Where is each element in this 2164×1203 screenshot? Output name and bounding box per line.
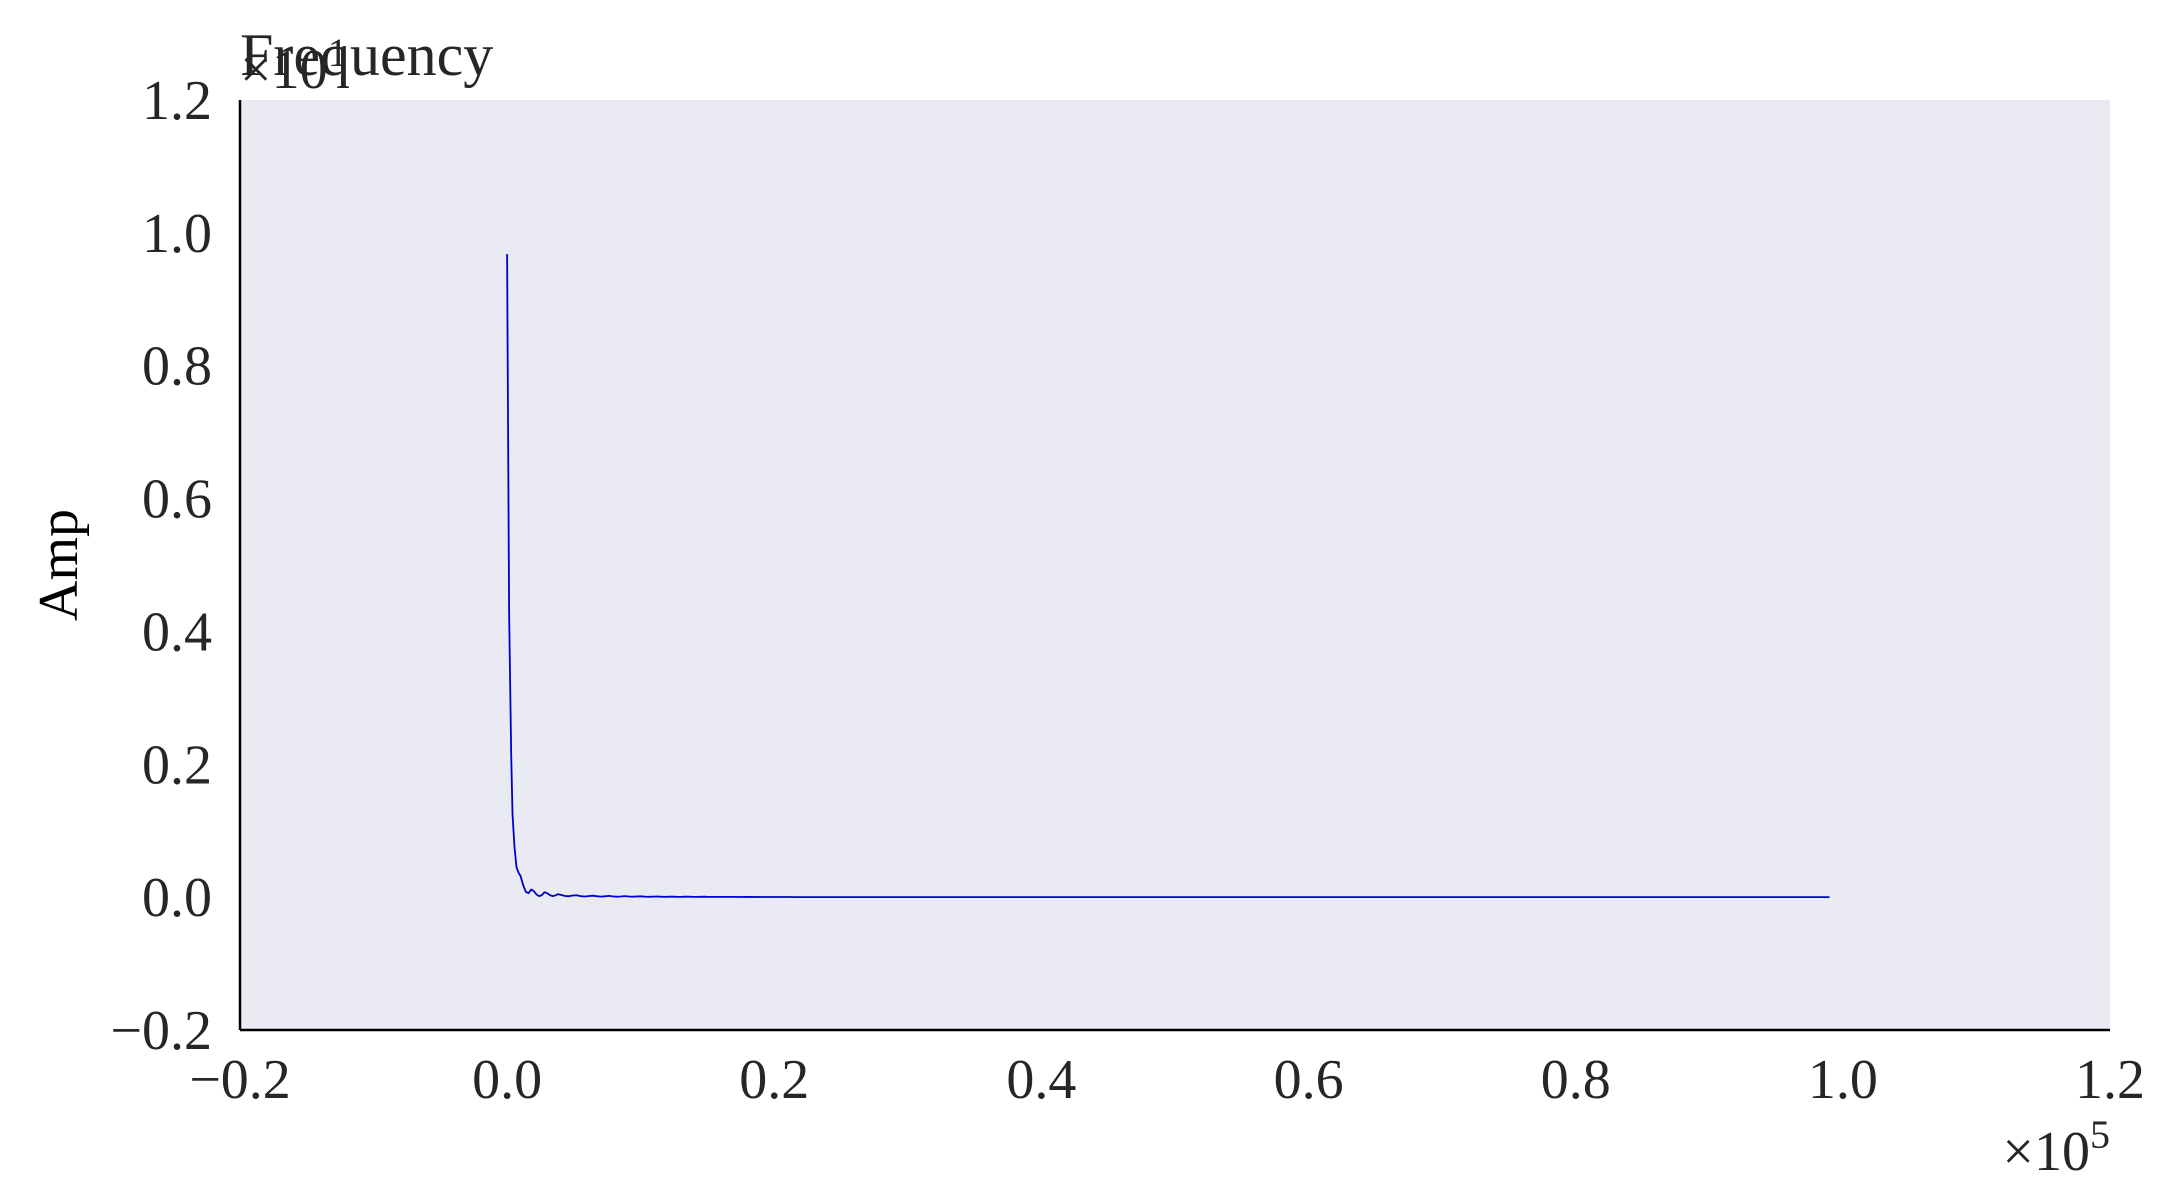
chart-title: Frequency (240, 22, 493, 88)
y-axis-ticks: −0.2 0.0 0.2 0.4 0.6 0.8 1.0 1.2 (110, 70, 212, 1062)
y-tick-label: 0.6 (142, 469, 212, 531)
y-tick-label: 1.2 (142, 70, 212, 132)
series-group (506, 254, 1830, 898)
x-offset-exponent: 5 (2090, 1112, 2110, 1157)
series-line (506, 254, 1830, 898)
y-tick-label: 0.2 (142, 734, 212, 796)
y-tick-label: 0.4 (142, 601, 212, 663)
x-tick-label: 0.0 (472, 1049, 542, 1111)
y-offset-base: ×10 (240, 39, 328, 101)
x-tick-label: 1.2 (2075, 1049, 2145, 1111)
x-tick-label: 0.8 (1541, 1049, 1611, 1111)
y-tick-label: 1.0 (142, 203, 212, 265)
x-axis-ticks: −0.2 0.0 0.2 0.4 0.6 0.8 1.0 1.2 (189, 1049, 2145, 1111)
plot-area (240, 100, 2110, 1030)
y-tick-label: −0.2 (110, 1000, 212, 1062)
x-axis-offset-label: ×105 (2002, 1112, 2110, 1183)
y-offset-exponent: 1 (328, 30, 348, 75)
y-tick-label: 0.0 (142, 867, 212, 929)
x-tick-label: 0.6 (1274, 1049, 1344, 1111)
y-axis-offset-label: ×101 (240, 30, 348, 101)
x-offset-base: ×10 (2002, 1121, 2090, 1183)
y-axis-label: Amp (28, 509, 90, 621)
x-tick-label: −0.2 (189, 1049, 291, 1111)
x-tick-label: 1.0 (1808, 1049, 1878, 1111)
y-tick-label: 0.8 (142, 336, 212, 398)
x-tick-label: 0.4 (1006, 1049, 1076, 1111)
x-tick-label: 0.2 (739, 1049, 809, 1111)
